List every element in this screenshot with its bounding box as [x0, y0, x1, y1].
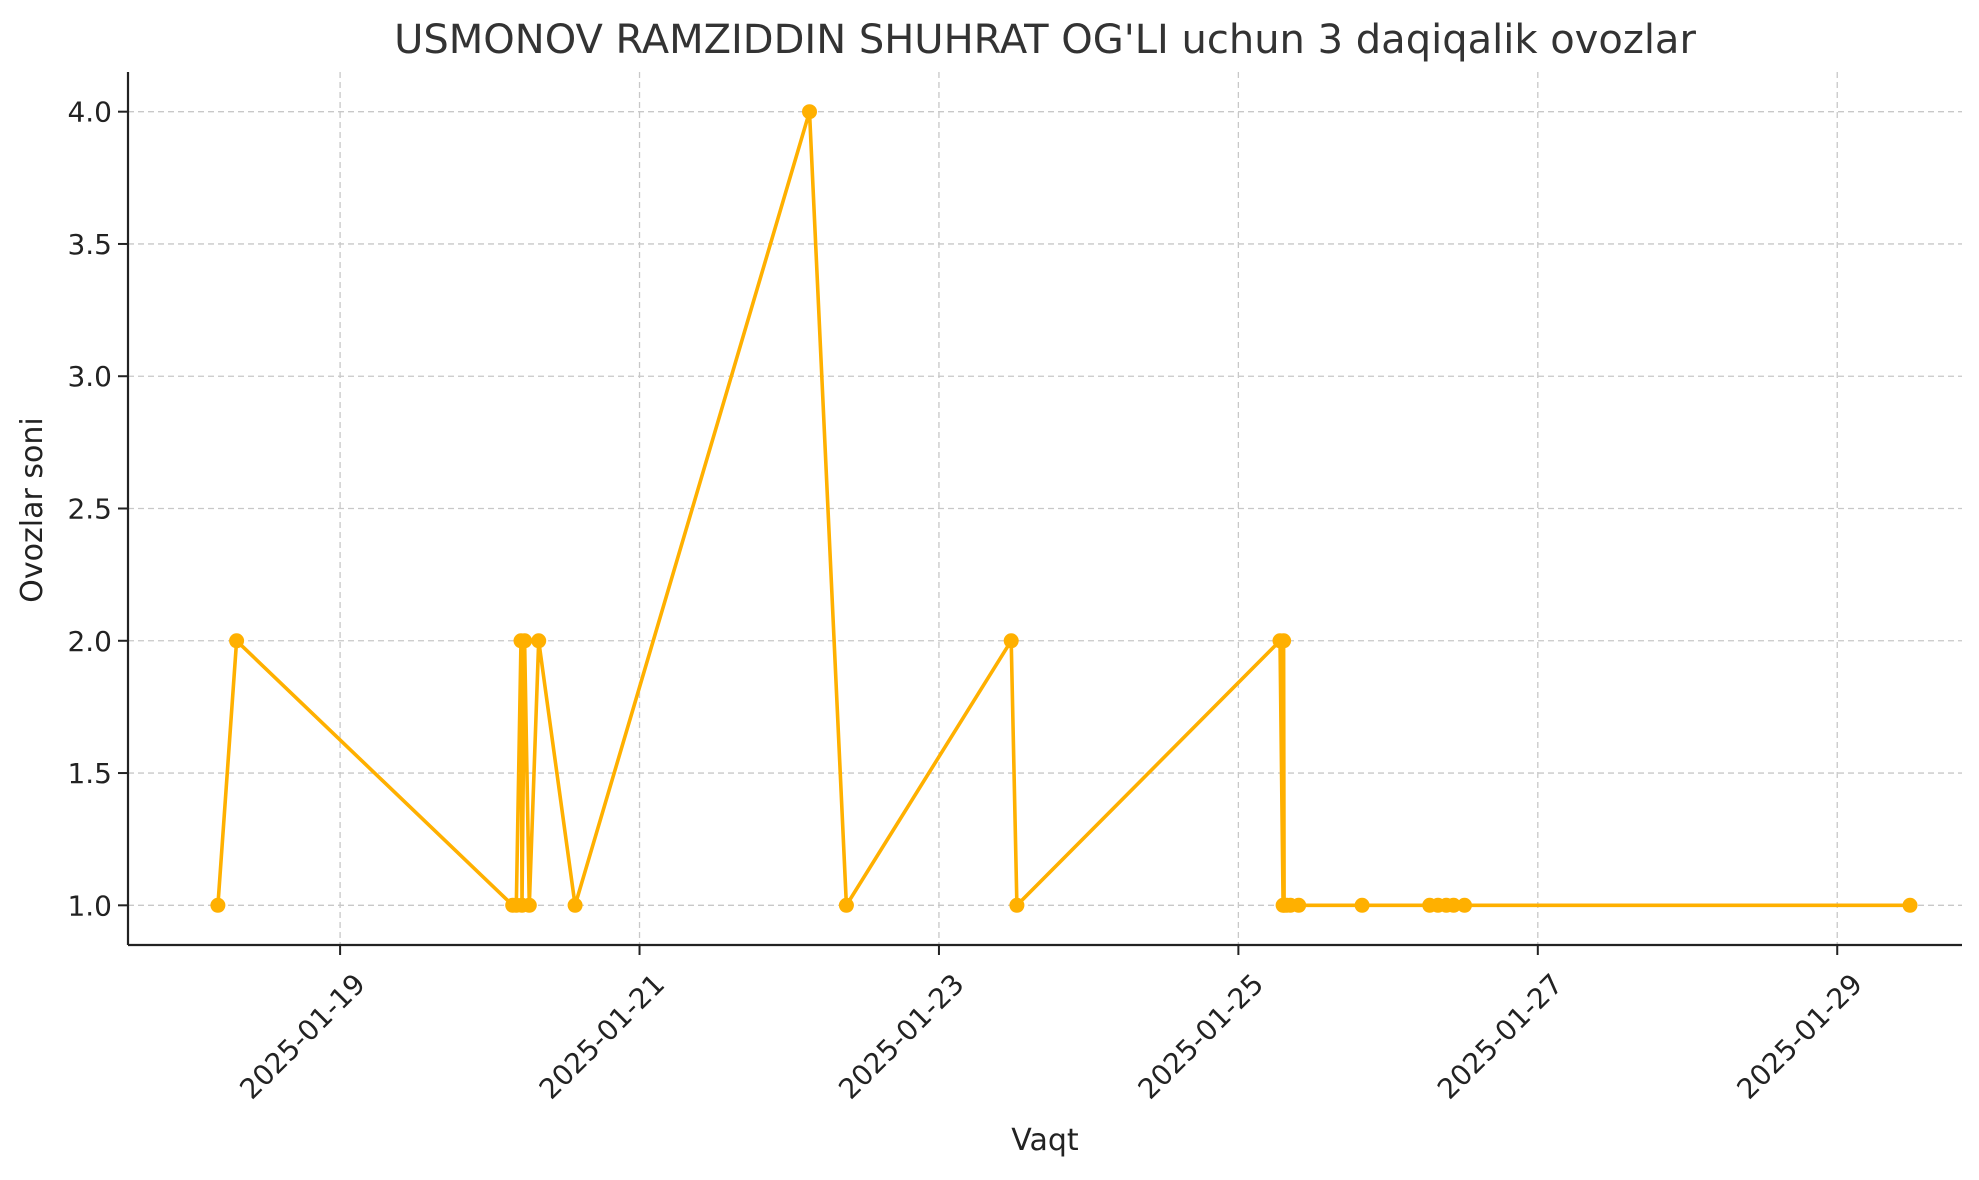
y-tick-label: 2.5	[67, 493, 112, 526]
data-point	[1446, 897, 1462, 913]
x-axis-label: Vaqt	[1011, 1123, 1079, 1158]
data-point	[1276, 633, 1292, 649]
data-point	[210, 897, 226, 913]
data-point	[1457, 897, 1472, 913]
data-point	[802, 104, 817, 120]
data-points	[210, 104, 1918, 913]
y-axis-ticks: 1.0 1.5 2.0 2.5 3.0 3.5 4.0	[67, 96, 128, 922]
data-point	[517, 633, 533, 649]
data-point	[1354, 897, 1370, 913]
data-point	[567, 897, 583, 913]
data-point	[521, 897, 537, 913]
y-tick-label: 3.0	[67, 360, 112, 393]
data-point	[1003, 633, 1019, 649]
data-point	[1902, 897, 1918, 913]
y-tick-label: 1.5	[67, 757, 112, 790]
y-tick-label: 1.0	[67, 889, 112, 922]
y-tick-label: 2.0	[67, 625, 112, 658]
grid-lines	[128, 72, 1962, 945]
y-tick-label: 4.0	[67, 96, 112, 129]
y-tick-label: 3.5	[67, 228, 112, 261]
data-point	[1009, 897, 1025, 913]
data-point	[531, 633, 547, 649]
data-point	[838, 897, 854, 913]
y-axis-label: Ovozlar soni	[15, 417, 50, 602]
data-point	[229, 633, 245, 649]
data-point	[1291, 897, 1307, 913]
chart-title: USMONOV RAMZIDDIN SHUHRAT OG'LI uchun 3 …	[394, 17, 1696, 63]
